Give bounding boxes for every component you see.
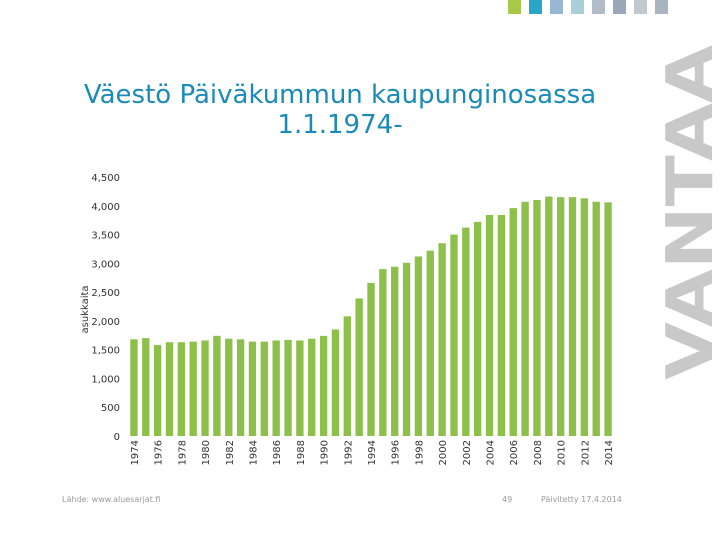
bar-1984: [248, 341, 257, 436]
y-tick-label: 0: [114, 432, 120, 443]
bar-2013: [592, 201, 600, 436]
page-number: 49: [502, 495, 513, 504]
corner-square: [634, 0, 647, 14]
bar-1982: [225, 338, 233, 436]
x-tick-label: 1974: [130, 440, 141, 465]
corner-squares: [508, 0, 720, 18]
x-tick-label: 2012: [580, 440, 591, 465]
x-tick-label: 1992: [343, 440, 354, 465]
bar-1980: [201, 340, 209, 436]
x-tick-label: 1986: [272, 440, 283, 465]
bar-1977: [165, 342, 174, 436]
vantaa-logo-text: VANTAA: [660, 44, 720, 380]
bar-2014: [604, 202, 612, 436]
x-tick-label: 1984: [248, 440, 259, 465]
y-tick-label: 2,000: [91, 317, 120, 328]
bar-2011: [568, 197, 577, 436]
bar-2003: [474, 221, 482, 436]
bar-2012: [580, 198, 589, 436]
bar-1978: [177, 342, 186, 436]
title-line-1: Väestö Päiväkummun kaupunginosassa: [83, 80, 597, 110]
corner-square: [571, 0, 584, 14]
bar-1995: [379, 269, 387, 436]
x-tick-label: 2002: [462, 440, 473, 465]
y-tick-label: 4,000: [91, 202, 120, 213]
bar-2000: [438, 243, 446, 436]
x-tick-label: 2008: [533, 440, 544, 465]
bar-2004: [485, 214, 494, 436]
bar-1988: [296, 340, 304, 436]
bar-1992: [343, 316, 351, 436]
source-note: Lähde: www.aluesarjat.fi: [62, 495, 161, 504]
x-tick-label: 1982: [225, 440, 236, 465]
vantaa-logo: VANTAA: [660, 44, 720, 380]
bar-1991: [331, 329, 340, 436]
x-tick-label: 2004: [486, 440, 497, 465]
bar-2007: [521, 201, 529, 436]
updated-date: Päivitetty 17.4.2014: [541, 495, 622, 504]
bar-2002: [462, 227, 470, 436]
x-tick-label: 1976: [154, 440, 165, 465]
bar-1993: [355, 298, 363, 436]
bar-1989: [308, 338, 316, 436]
x-tick-label: 2010: [557, 440, 568, 465]
x-tick-label: 1978: [177, 440, 188, 465]
x-tick-label: 1988: [296, 440, 307, 465]
bar-1985: [260, 341, 268, 436]
x-tick-label: 1980: [201, 440, 212, 465]
bar-2009: [545, 196, 553, 436]
y-tick-label: 3,000: [91, 259, 120, 270]
bar-2005: [497, 214, 506, 436]
bar-1987: [284, 339, 292, 436]
bar-1976: [153, 345, 162, 436]
x-tick-label: 1998: [414, 440, 425, 465]
bar-1979: [189, 341, 197, 436]
bar-1981: [213, 335, 221, 436]
bar-1998: [414, 256, 423, 436]
y-tick-label: 3,500: [91, 231, 120, 242]
y-axis-label: asukkaita: [80, 285, 91, 333]
y-tick-label: 500: [101, 403, 120, 414]
y-tick-label: 1,500: [91, 346, 120, 357]
x-tick-label: 2000: [438, 440, 449, 465]
bar-1986: [272, 340, 280, 436]
corner-square: [592, 0, 605, 14]
y-tick-label: 2,500: [91, 288, 120, 299]
bar-1990: [319, 335, 328, 436]
corner-square: [529, 0, 542, 14]
y-tick-label: 4,500: [91, 173, 120, 184]
bar-2001: [450, 234, 458, 436]
y-tick-label: 1,000: [91, 374, 120, 385]
bar-1996: [391, 266, 399, 436]
x-tick-label: 2014: [604, 440, 615, 465]
x-tick-label: 1990: [320, 440, 331, 465]
x-tick-label: 1994: [367, 440, 378, 465]
bar-1994: [367, 282, 375, 436]
bar-1974: [130, 339, 138, 436]
bar-1975: [142, 338, 150, 436]
bar-2008: [533, 200, 541, 436]
x-tick-label: 1996: [391, 440, 402, 465]
bar-1983: [236, 339, 245, 436]
corner-square: [613, 0, 626, 14]
slide-title: Väestö Päiväkummun kaupunginosassa 1.1.1…: [40, 80, 640, 140]
bar-1999: [426, 250, 434, 436]
corner-square: [508, 0, 521, 14]
bar-2006: [509, 208, 517, 436]
corner-square: [550, 0, 563, 14]
bar-1997: [402, 262, 411, 436]
corner-square: [655, 0, 668, 14]
x-tick-label: 2006: [509, 440, 520, 465]
title-line-2: 1.1.1974-: [277, 110, 403, 140]
bar-2010: [556, 197, 565, 436]
